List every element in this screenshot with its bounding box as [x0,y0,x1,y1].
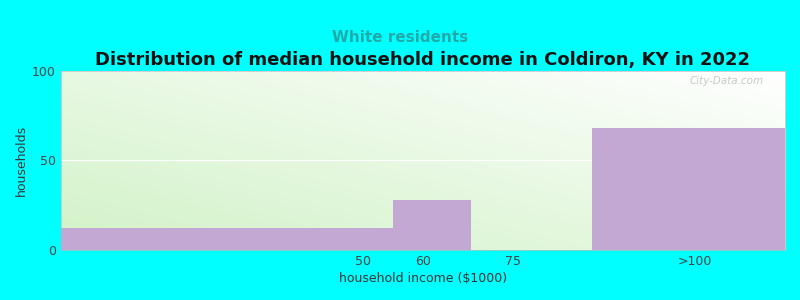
Text: City-Data.com: City-Data.com [689,76,763,86]
Bar [61,228,393,250]
Text: White residents: White residents [332,30,468,45]
Y-axis label: households: households [15,125,28,196]
X-axis label: household income ($1000): household income ($1000) [339,272,507,285]
Title: Distribution of median household income in Coldiron, KY in 2022: Distribution of median household income … [95,51,750,69]
Bar [592,128,785,250]
Bar [393,200,471,250]
